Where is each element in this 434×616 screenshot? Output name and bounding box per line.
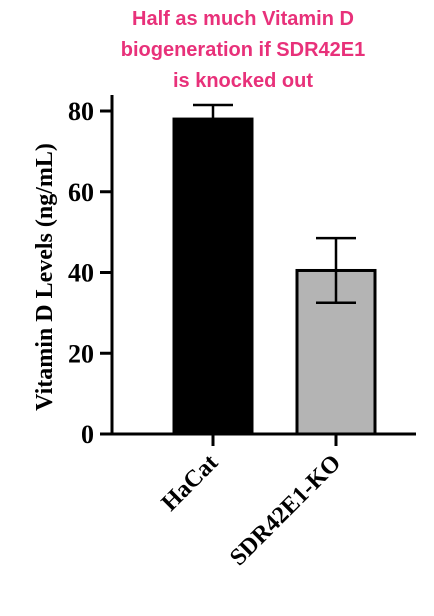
axes: [110, 95, 416, 436]
bar-hacat: [172, 117, 254, 436]
y-tick-label: 0: [81, 420, 94, 449]
chart-title-line: is knocked out: [173, 70, 313, 92]
chart-title-line: Half as much Vitamin D: [132, 8, 354, 30]
x-tick-label: SDR42E1-KO: [225, 450, 346, 571]
x-tick-label: HaCat: [157, 450, 223, 516]
y-tick-label: 80: [68, 97, 94, 126]
y-tick-label: 40: [68, 259, 94, 288]
chart-title: Half as much Vitamin D biogeneration if S…: [121, 8, 366, 92]
error-bars: [193, 103, 356, 305]
y-axis-ticks: 0 20 40 60 80: [68, 97, 112, 449]
y-tick-label: 20: [68, 339, 94, 368]
bars: [172, 117, 377, 436]
y-axis-label: Vitamin D Levels (ng/mL): [32, 143, 58, 411]
x-axis-tick-labels: HaCat SDR42E1-KO: [157, 434, 346, 571]
y-tick-label: 60: [68, 178, 94, 207]
chart-title-line: biogeneration if SDR42E1: [121, 39, 366, 61]
